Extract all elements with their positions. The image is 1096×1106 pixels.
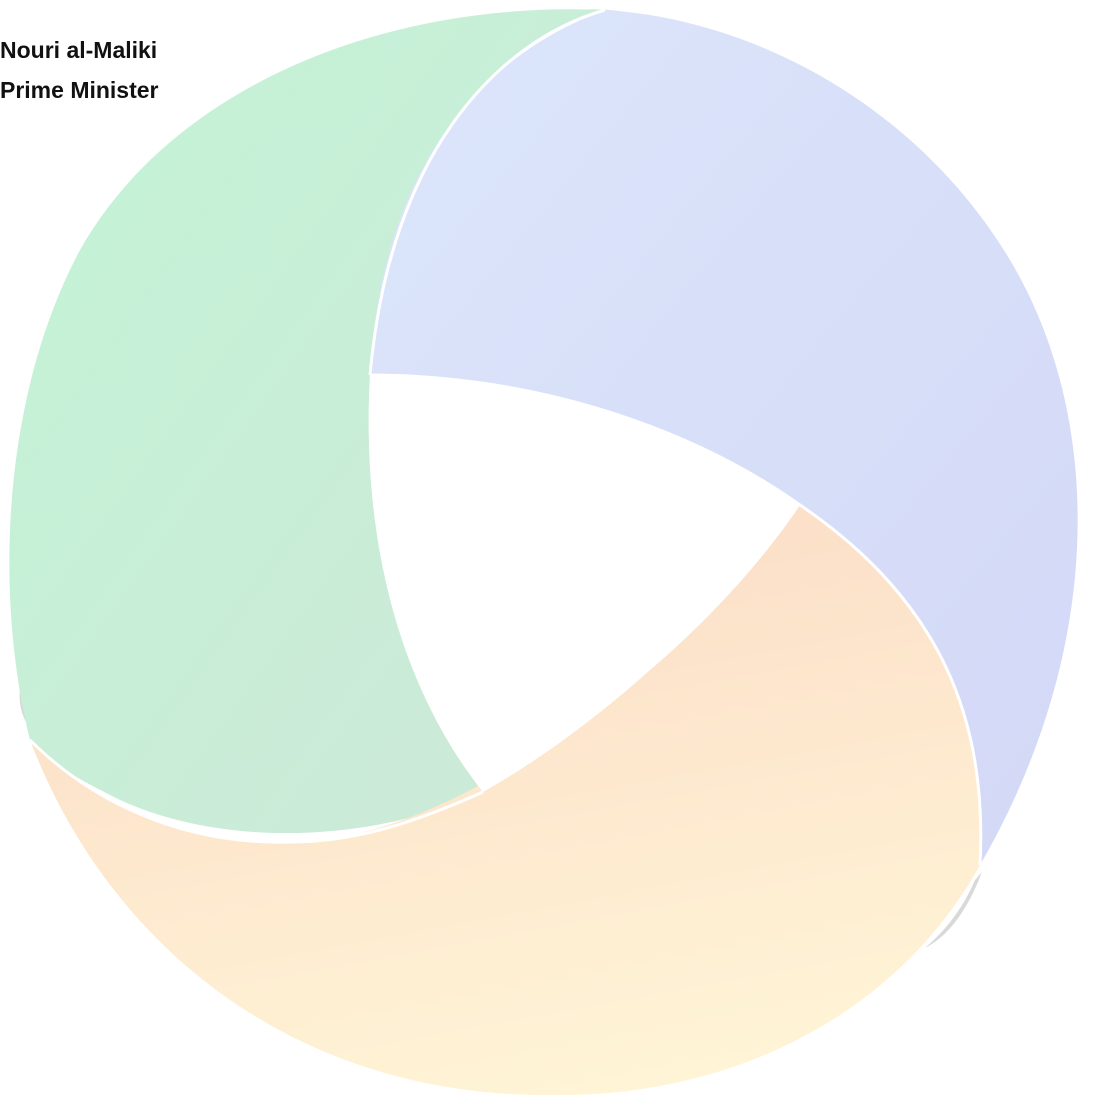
ring-segment-green (9, 9, 605, 834)
ring-seam-2 (799, 503, 983, 866)
ring-seam-4 (368, 8, 606, 376)
ring-seam-3 (28, 738, 484, 844)
person-title: Prime Minister (0, 77, 159, 103)
ring-segment-blue (370, 10, 1078, 865)
ring-center-hole (368, 375, 800, 792)
ring-segment-orange (30, 505, 981, 1096)
person-name: Nouri al-Maliki (0, 37, 158, 63)
caption-block: Nouri al-Maliki Prime Minister (0, 30, 159, 110)
ring-shadow-right (925, 872, 982, 948)
